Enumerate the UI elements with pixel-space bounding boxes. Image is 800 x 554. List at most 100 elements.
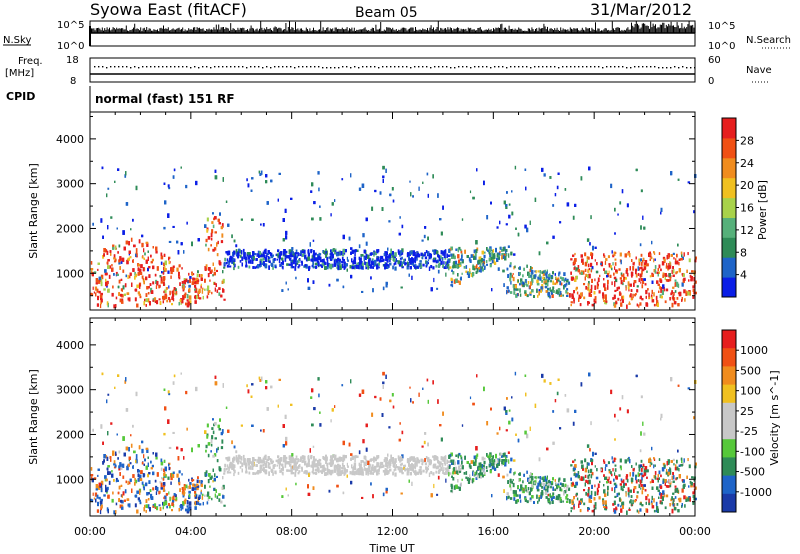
power-cell xyxy=(529,291,532,294)
power-cell xyxy=(391,187,394,191)
power-cell xyxy=(585,273,588,277)
nsky-bar xyxy=(217,29,218,33)
power-cell xyxy=(472,196,475,200)
power-cell xyxy=(384,262,387,265)
power-cell xyxy=(121,298,124,302)
power-cell xyxy=(279,264,282,267)
power-cell xyxy=(469,190,472,194)
power-cell xyxy=(290,265,293,269)
power-cell xyxy=(302,253,305,257)
power-cell xyxy=(413,265,417,269)
power-cell xyxy=(106,250,109,255)
power-cell xyxy=(591,303,595,307)
nsky-bar xyxy=(341,27,343,33)
power-cell xyxy=(270,262,273,266)
power-cell xyxy=(113,257,116,260)
power-cell xyxy=(607,255,610,259)
power-cell xyxy=(99,294,103,298)
power-cell xyxy=(421,256,424,260)
nave-dot xyxy=(570,66,572,68)
power-cell xyxy=(298,258,301,261)
power-cell xyxy=(654,258,656,261)
power-cell xyxy=(365,241,368,246)
nsky-bar xyxy=(539,28,541,33)
power-cell xyxy=(168,297,170,300)
power-cell xyxy=(336,252,339,257)
power-cell xyxy=(470,254,473,258)
nsky-bar xyxy=(454,29,456,33)
power-cell xyxy=(363,249,366,254)
nsky-bar xyxy=(266,27,268,33)
power-cell xyxy=(289,258,292,261)
power-cell xyxy=(409,180,411,183)
power-cell xyxy=(222,177,224,182)
nsky-bar xyxy=(461,29,463,33)
power-cell xyxy=(118,292,120,296)
power-cell xyxy=(566,279,569,283)
power-cell xyxy=(457,273,459,277)
nsky-bar xyxy=(659,24,661,33)
power-cell xyxy=(505,250,507,254)
power-cell xyxy=(547,279,550,283)
power-cell xyxy=(455,264,458,268)
power-cell xyxy=(293,252,296,257)
power-cell xyxy=(232,258,235,261)
nave-dot xyxy=(182,66,184,68)
power-cell xyxy=(277,198,279,202)
power-cell xyxy=(237,265,240,269)
power-cell xyxy=(443,266,446,269)
power-cell xyxy=(499,220,501,225)
power-cell xyxy=(636,285,639,288)
power-cell xyxy=(147,267,149,272)
power-cell xyxy=(128,250,131,254)
nsky-bar xyxy=(430,25,432,33)
power-cell xyxy=(318,262,320,267)
power-cell xyxy=(338,250,341,254)
power-cell xyxy=(435,264,438,268)
power-cell xyxy=(213,271,216,275)
power-cell xyxy=(638,304,640,308)
nsky-bar xyxy=(185,30,187,33)
power-cell xyxy=(605,300,608,303)
nsky-bar xyxy=(400,28,402,33)
nsky-bar xyxy=(512,28,514,33)
power-cell xyxy=(620,279,623,285)
power-cell xyxy=(258,253,260,258)
power-cell xyxy=(214,231,217,234)
power-cell xyxy=(245,261,247,266)
power-cell xyxy=(160,276,163,282)
power-cell xyxy=(440,250,443,255)
power-cell xyxy=(134,276,136,280)
power-cell xyxy=(178,302,180,306)
power-cell xyxy=(124,283,127,288)
power-cell xyxy=(654,269,657,274)
power-cell xyxy=(235,252,238,256)
nave-dot xyxy=(598,66,600,68)
nsky-bar xyxy=(409,28,410,33)
power-cell xyxy=(217,240,219,245)
nsky-bar xyxy=(628,29,630,33)
power-cell xyxy=(339,252,341,256)
power-cell xyxy=(572,277,574,280)
power-cell xyxy=(245,259,247,263)
power-cell xyxy=(347,259,349,262)
power-cell xyxy=(637,273,640,276)
nsky-bar xyxy=(650,21,652,33)
power-cell xyxy=(121,257,125,262)
power-cell xyxy=(475,271,478,274)
power-cell xyxy=(196,279,200,282)
power-cell xyxy=(550,291,553,295)
power-cell xyxy=(103,253,105,257)
nsky-bar xyxy=(262,30,264,33)
nave-dot xyxy=(310,66,312,68)
power-cell xyxy=(548,274,550,278)
power-cell xyxy=(365,265,368,270)
nsky-bar xyxy=(590,30,592,33)
power-cell xyxy=(573,299,575,304)
power-cell xyxy=(106,193,108,198)
power-cell xyxy=(341,263,344,269)
power-cell xyxy=(311,258,313,262)
power-cell xyxy=(296,255,298,259)
power-cell xyxy=(492,256,495,260)
power-cell xyxy=(658,252,661,255)
